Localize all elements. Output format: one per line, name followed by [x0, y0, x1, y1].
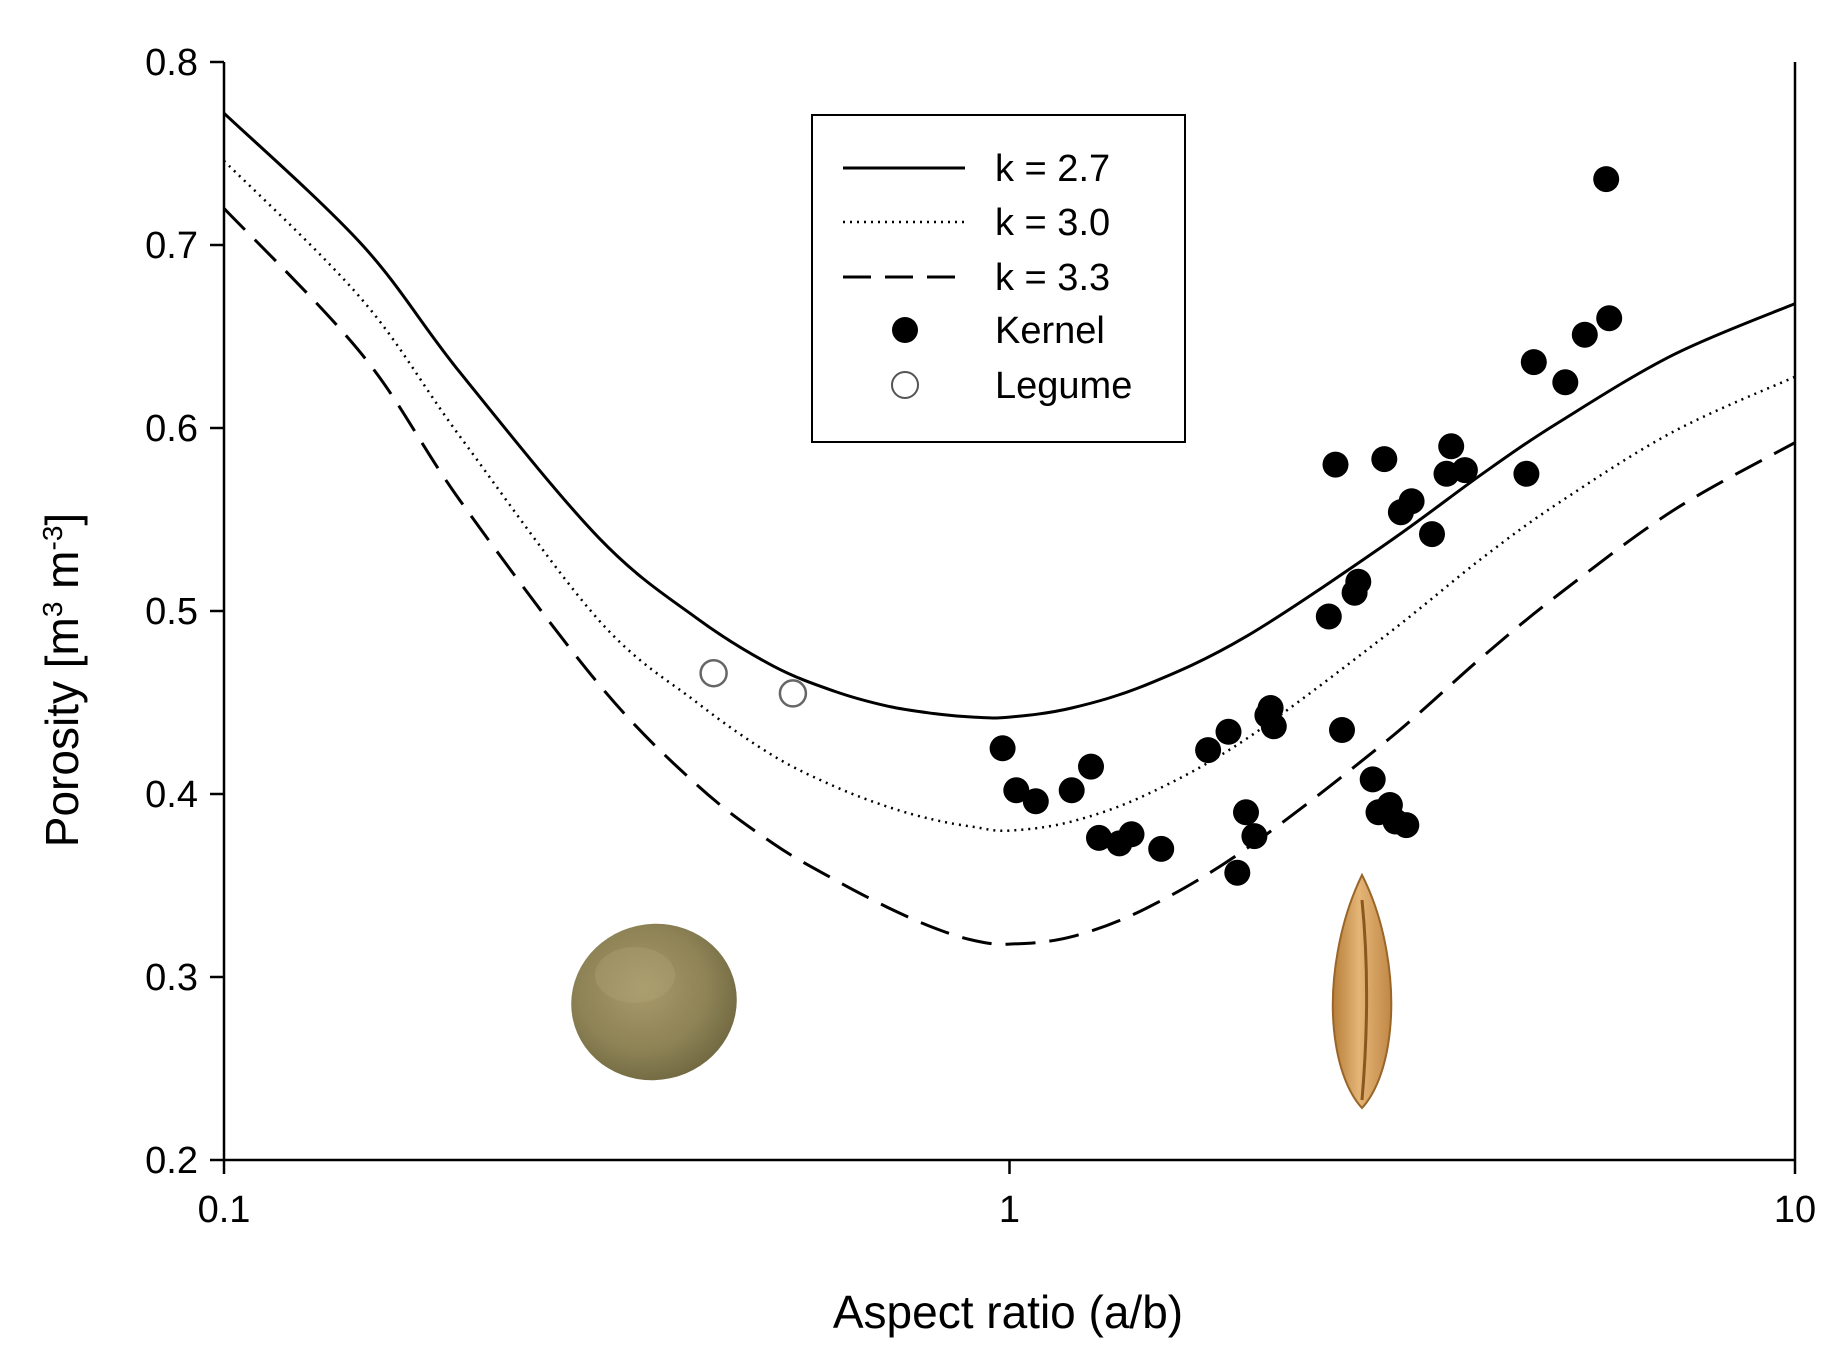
legend-label-k33: k = 3.3 [995, 257, 1110, 299]
kernel-point [1003, 777, 1030, 804]
kernel-point [989, 735, 1016, 762]
legend-box [811, 114, 1186, 443]
kernel-point [1359, 766, 1386, 793]
kernel-point [1260, 713, 1287, 740]
kernel-point [1520, 349, 1547, 376]
kernel-point [1593, 166, 1620, 193]
axes-layer: 0.2 0.3 0.4 0.5 0.6 0.7 0.8 0.1 1 10 [145, 42, 1816, 1231]
legend-label-k27: k = 2.7 [995, 148, 1110, 190]
y-tick-label: 0.2 [145, 1140, 198, 1182]
kernel-point [1058, 777, 1085, 804]
legend: k = 2.7 k = 3.0 k = 3.3 Kernel Legume [811, 114, 1186, 443]
kernel-point [1148, 835, 1175, 862]
kernel-point [1438, 433, 1465, 460]
kernel-point [1345, 568, 1372, 595]
kernel-point [1451, 457, 1478, 484]
kernel-point [1224, 859, 1251, 886]
kernel-point [1195, 737, 1222, 764]
legend-label-k30: k = 3.0 [995, 202, 1110, 244]
legume-point [778, 679, 808, 708]
y-tick-label: 0.6 [145, 408, 198, 450]
x-tick-label: 10 [1774, 1189, 1816, 1231]
kernel-point [1086, 824, 1112, 851]
kernel-point [1419, 521, 1445, 548]
points-layer [699, 166, 1623, 886]
curves-layer [222, 112, 1796, 946]
legend-marker-legume [891, 371, 919, 399]
kernel-point [1571, 321, 1598, 348]
legend-label-kernel: Kernel [995, 310, 1105, 352]
kernel-point [1241, 823, 1268, 850]
kernel-point [1078, 753, 1104, 780]
y-tick-label: 0.5 [145, 591, 198, 633]
kernel-point [1118, 821, 1145, 848]
kernel-grain-illustration [1331, 872, 1393, 1110]
curve-27 [222, 112, 1796, 720]
legume-point [699, 658, 728, 688]
y-tick-label: 0.7 [145, 225, 198, 267]
kernel-point [1329, 717, 1355, 743]
legend-label-legume: Legume [995, 365, 1132, 407]
y-tick-label: 0.4 [145, 774, 198, 816]
kernel-point [1215, 718, 1242, 745]
kernel-point [1233, 799, 1259, 826]
kernel-point [1393, 812, 1420, 839]
curve-33 [222, 207, 1796, 946]
kernel-point [1315, 603, 1342, 630]
kernel-point [1596, 305, 1623, 332]
x-axis-title: Aspect ratio (a/b) [833, 1286, 1183, 1338]
legume-seed-illustration [571, 923, 737, 1081]
y-tick-label: 0.8 [145, 42, 198, 84]
x-tick-label: 0.1 [198, 1189, 251, 1231]
kernel-point [1371, 446, 1398, 473]
kernel-point [1552, 369, 1579, 396]
y-axis-title: Porosity [m3 m-3] [36, 513, 88, 847]
kernel-point [1513, 460, 1540, 487]
y-tick-label: 0.3 [145, 957, 198, 999]
legend-marker-kernel [892, 317, 918, 343]
kernel-point [1322, 451, 1349, 478]
x-tick-label: 1 [999, 1189, 1020, 1231]
kernel-point [1398, 488, 1425, 515]
kernel-point [1022, 788, 1049, 815]
